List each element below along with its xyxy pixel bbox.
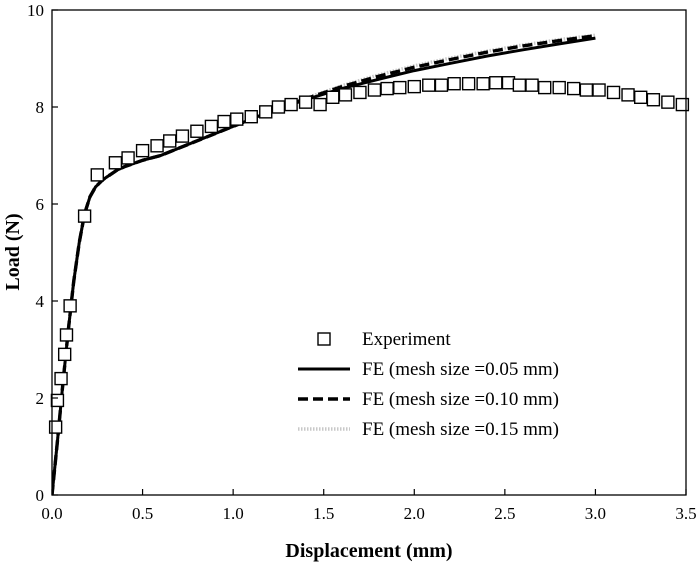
experiment-marker — [525, 78, 539, 92]
experiment-marker — [566, 81, 581, 96]
experiment-marker — [326, 90, 340, 105]
legend: Experiment FE (mesh size =0.05 mm) FE (mes… — [298, 329, 559, 440]
experiment-marker — [367, 83, 382, 97]
experiment-marker — [77, 209, 92, 223]
legend-label: FE (mesh size =0.15 mm) — [362, 419, 559, 440]
experiment-marker — [538, 80, 552, 95]
tick-layer: 0.0 0.5 1.0 1.5 2.0 2.5 3.0 3.5 0 2 4 6 8 10 — [27, 1, 697, 523]
legend-label: FE (mesh size =0.10 mm) — [362, 389, 559, 410]
experiment-marker — [135, 143, 150, 158]
series-layer — [52, 33, 596, 495]
experiment-marker — [217, 114, 231, 129]
marker-layer — [48, 76, 690, 434]
experiment-marker — [434, 78, 449, 92]
x-tick-label: 0.0 — [41, 504, 62, 523]
experiment-marker — [461, 77, 476, 91]
legend-label: Experiment — [362, 329, 451, 350]
experiment-marker — [271, 100, 286, 114]
y-tick-label: 2 — [36, 389, 45, 408]
y-tick-label: 8 — [36, 98, 45, 117]
experiment-marker — [353, 85, 367, 100]
y-tick-label: 4 — [36, 292, 45, 311]
experiment-marker — [284, 97, 298, 112]
legend-swatch-experiment — [317, 332, 331, 346]
experiment-marker — [489, 76, 503, 90]
experiment-marker — [163, 134, 177, 148]
experiment-marker — [298, 95, 313, 109]
experiment-marker — [476, 77, 490, 91]
experiment-marker — [190, 124, 204, 138]
experiment-marker — [579, 83, 594, 97]
x-axis-title: Displacement (mm) — [285, 540, 452, 562]
experiment-marker — [447, 77, 461, 91]
x-tick-label: 1.5 — [313, 504, 334, 523]
experiment-marker — [259, 105, 273, 119]
experiment-marker — [592, 83, 606, 97]
y-tick-label: 6 — [36, 195, 45, 214]
experiment-marker — [512, 78, 527, 92]
y-axis-title: Load (N) — [2, 213, 24, 290]
experiment-marker — [338, 88, 353, 102]
experiment-marker — [230, 112, 244, 126]
experiment-marker — [108, 156, 123, 170]
y-tick-label: 0 — [36, 486, 45, 505]
experiment-marker — [552, 80, 566, 95]
experiment-marker — [646, 93, 661, 107]
x-tick-label: 3.0 — [585, 504, 606, 523]
x-tick-label: 2.0 — [404, 504, 425, 523]
x-tick-label: 2.5 — [494, 504, 515, 523]
legend-label: FE (mesh size =0.05 mm) — [362, 359, 559, 380]
experiment-marker — [63, 299, 77, 313]
experiment-marker — [59, 328, 74, 342]
experiment-marker — [50, 393, 65, 408]
experiment-marker — [204, 119, 219, 134]
experiment-marker — [621, 88, 635, 102]
x-tick-label: 3.5 — [675, 504, 696, 523]
experiment-marker — [393, 80, 407, 95]
experiment-marker — [244, 109, 258, 124]
experiment-marker — [90, 168, 104, 182]
experiment-marker — [380, 81, 394, 96]
experiment-marker — [150, 139, 164, 153]
experiment-marker — [175, 129, 190, 143]
experiment-marker — [407, 79, 421, 94]
plot-frame — [51, 9, 687, 496]
experiment-marker — [661, 95, 675, 109]
x-tick-label: 1.0 — [223, 504, 244, 523]
y-tick-label: 10 — [27, 1, 44, 20]
experiment-marker — [422, 78, 436, 92]
experiment-marker — [634, 90, 648, 105]
experiment-marker — [606, 85, 621, 100]
experiment-marker — [54, 371, 68, 386]
x-tick-label: 0.5 — [132, 504, 153, 523]
experiment-marker — [57, 347, 72, 362]
fe-line-series-1 — [52, 36, 596, 495]
experiment-marker — [313, 97, 327, 112]
experiment-marker — [121, 151, 135, 165]
